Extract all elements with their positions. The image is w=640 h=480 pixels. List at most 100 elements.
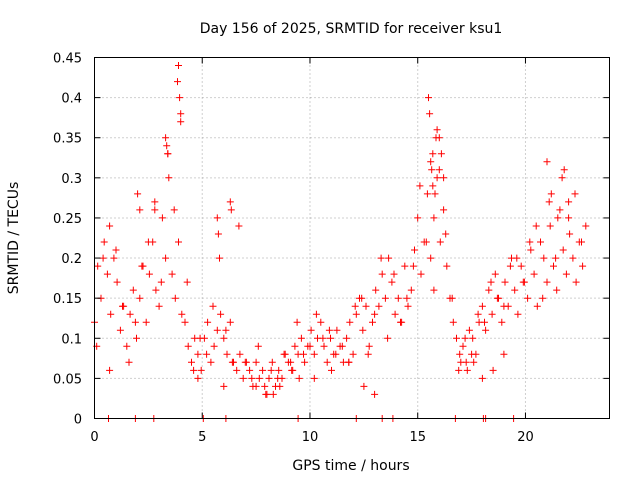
data-point	[478, 374, 486, 382]
data-point	[138, 262, 146, 270]
data-point	[566, 230, 574, 238]
data-points	[91, 62, 590, 422]
data-point	[359, 326, 367, 334]
data-point	[422, 238, 430, 246]
data-point	[276, 382, 284, 390]
data-point	[116, 326, 124, 334]
data-point	[226, 318, 234, 326]
data-point	[310, 374, 318, 382]
data-point	[196, 334, 204, 342]
data-point	[164, 150, 172, 158]
data-point	[533, 302, 541, 310]
data-point	[431, 190, 439, 198]
data-point	[436, 238, 444, 246]
data-point	[214, 230, 222, 238]
data-point	[569, 254, 577, 262]
data-point	[207, 358, 215, 366]
data-point	[582, 222, 590, 230]
data-point	[312, 310, 320, 318]
data-point	[519, 278, 527, 286]
data-point	[375, 302, 383, 310]
data-point	[213, 326, 221, 334]
data-point	[474, 310, 482, 318]
data-point	[448, 294, 456, 302]
data-point	[513, 254, 521, 262]
data-point	[432, 134, 440, 142]
data-point	[136, 206, 144, 214]
data-point	[170, 206, 178, 214]
data-point	[217, 310, 225, 318]
data-point	[468, 350, 476, 358]
data-point	[369, 318, 376, 326]
data-point	[291, 342, 299, 350]
data-point	[352, 310, 360, 318]
data-point	[371, 390, 379, 398]
data-point	[501, 278, 509, 286]
data-point	[163, 142, 171, 150]
data-point	[252, 358, 260, 366]
y-tick-label: 0.3	[61, 172, 82, 187]
data-point	[133, 334, 140, 342]
data-point	[325, 326, 333, 334]
data-point	[377, 254, 385, 262]
data-point	[178, 310, 186, 318]
data-point	[209, 302, 217, 310]
data-point	[106, 366, 114, 374]
data-point	[565, 198, 573, 206]
y-axis-title: SRMTID / TECUs	[6, 182, 22, 295]
x-tick-label: 20	[517, 430, 534, 445]
data-point	[385, 254, 393, 262]
data-point	[524, 294, 532, 302]
data-point	[274, 374, 282, 382]
data-point	[183, 278, 191, 286]
data-point	[162, 134, 170, 142]
data-point	[390, 270, 398, 278]
data-point	[268, 358, 276, 366]
data-point	[491, 270, 499, 278]
data-point	[301, 358, 309, 366]
data-point	[579, 262, 587, 270]
data-point	[493, 294, 501, 302]
x-tick-label: 0	[90, 430, 98, 445]
y-tick-label: 0.45	[53, 52, 82, 67]
data-point	[239, 374, 247, 382]
data-point	[397, 318, 404, 326]
data-point	[456, 350, 464, 358]
data-point	[372, 286, 380, 294]
data-point	[572, 278, 580, 286]
data-point	[158, 214, 166, 222]
data-point	[203, 350, 211, 358]
data-point	[220, 334, 228, 342]
data-point	[293, 318, 301, 326]
x-tick-label: 10	[302, 430, 319, 445]
data-point	[181, 318, 189, 326]
data-point	[427, 158, 435, 166]
data-point	[358, 294, 366, 302]
data-point	[177, 118, 185, 126]
data-point	[307, 326, 315, 334]
data-point	[500, 350, 508, 358]
data-point	[371, 310, 379, 318]
data-point	[345, 358, 353, 366]
data-point	[547, 190, 555, 198]
data-point	[506, 262, 514, 270]
data-point	[236, 350, 244, 358]
data-point	[391, 310, 399, 318]
data-point	[300, 350, 307, 358]
data-point	[248, 374, 256, 382]
data-point	[381, 294, 389, 302]
data-point	[403, 294, 411, 302]
data-point	[222, 326, 230, 334]
data-point	[440, 174, 448, 182]
data-point	[317, 318, 325, 326]
data-point	[129, 286, 137, 294]
y-tick-label: 0	[74, 413, 82, 428]
data-point	[134, 190, 142, 198]
data-point	[427, 254, 435, 262]
data-point	[442, 230, 450, 238]
data-point	[482, 326, 490, 334]
data-point	[145, 270, 153, 278]
data-point	[360, 382, 368, 390]
data-point	[470, 358, 478, 366]
